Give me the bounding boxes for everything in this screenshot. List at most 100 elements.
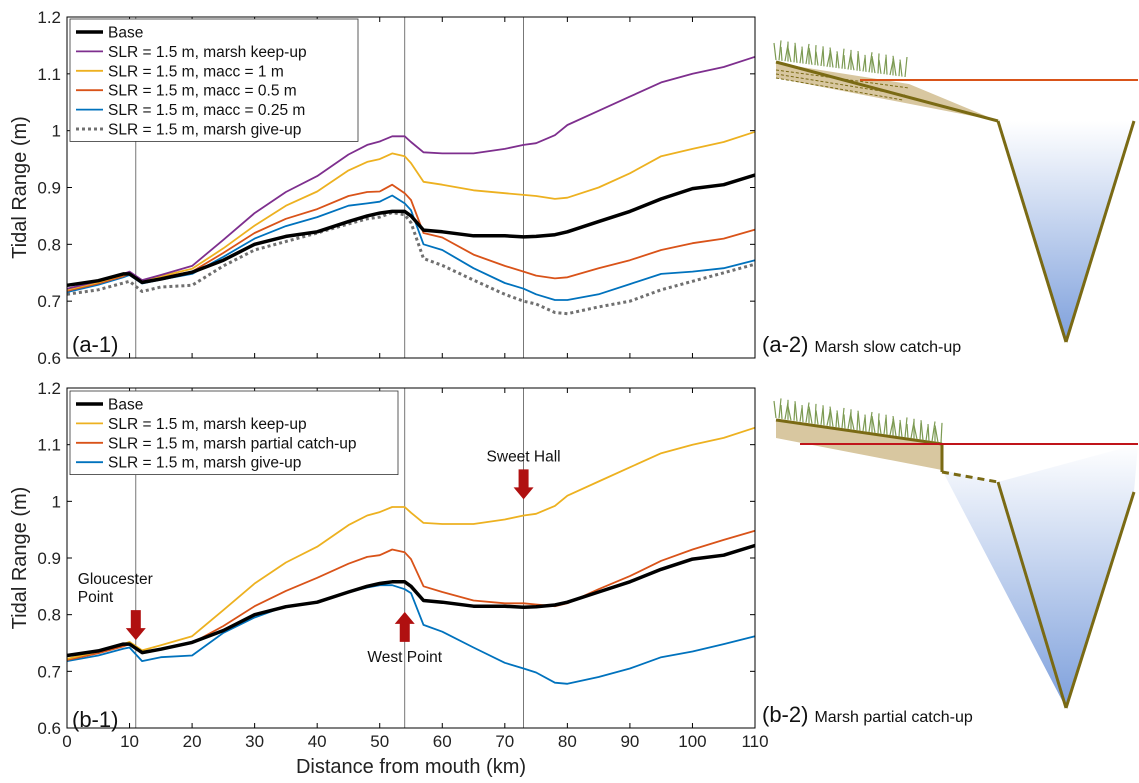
- marsh-platform: [775, 60, 999, 123]
- legend-entry: SLR = 1.5 m, marsh partial catch-up: [108, 435, 357, 452]
- x-tick-label: 90: [620, 732, 639, 751]
- grass-blade: [841, 48, 845, 69]
- grass-blade: [856, 413, 859, 431]
- grass-blade: [843, 55, 846, 70]
- x-tick-label: 110: [741, 732, 768, 751]
- annotation-text: Point: [78, 589, 114, 606]
- legend: Base SLR = 1.5 m, marsh keep-up SLR = 1.5 …: [69, 390, 399, 475]
- series-line-0: [66, 173, 756, 288]
- legend-entry: SLR = 1.5 m, marsh keep-up: [108, 416, 307, 433]
- grass-blade: [835, 412, 838, 428]
- y-axis-label: Tidal Range (m): [9, 116, 31, 259]
- grass-blade: [773, 400, 777, 419]
- grass-blade: [857, 51, 861, 72]
- grass-blade: [778, 398, 782, 419]
- y-tick-label: 1.2: [37, 379, 61, 398]
- legend-entry: SLR = 1.5 m, marsh give-up: [108, 455, 301, 472]
- grass-blade: [814, 45, 817, 66]
- channel-left-bank: [996, 481, 1068, 709]
- x-tick-label: 0: [62, 732, 71, 751]
- grass-blade: [799, 49, 803, 64]
- schematic-a2: (a-2) Marsh slow catch-up: [762, 40, 1138, 357]
- axes-frame: [66, 387, 756, 729]
- grass-blade: [843, 414, 846, 429]
- x-axis-label: Distance from mouth (km): [296, 756, 526, 778]
- grass-blade: [829, 406, 834, 427]
- channel-water: [998, 121, 1138, 342]
- grass-blade: [808, 406, 813, 424]
- panel-label: (b-1): [72, 707, 118, 732]
- grass-blade: [899, 59, 903, 77]
- grass-blade: [898, 62, 901, 77]
- x-tick-label: 70: [495, 732, 514, 751]
- series-line-3: [66, 584, 756, 685]
- series-line-0: [66, 543, 756, 658]
- y-tick-label: 0.6: [37, 349, 61, 368]
- legend-entry: SLR = 1.5 m, macc = 1 m: [108, 63, 284, 80]
- grass-blade: [814, 403, 817, 424]
- grass-blade: [801, 405, 804, 423]
- grass-blade: [805, 43, 810, 65]
- grass-blade: [871, 415, 876, 434]
- grass-blade: [868, 52, 873, 73]
- grass-blade: [877, 413, 880, 434]
- legend-entry: SLR = 1.5 m, macc = 0.25 m: [108, 102, 305, 119]
- y-tick-label: 0.7: [37, 292, 61, 311]
- grass-blade: [787, 47, 792, 63]
- grass-blade: [780, 46, 783, 61]
- grass-blade: [820, 48, 824, 67]
- y-tick-label: 0.8: [37, 235, 61, 254]
- y-tick-label: 0.6: [37, 719, 61, 738]
- axes-frame: [66, 16, 756, 359]
- grass-blade: [892, 415, 897, 437]
- marsh-grass: [773, 398, 943, 443]
- grass-blade: [805, 402, 810, 423]
- grass-blade: [773, 42, 777, 61]
- grass-blade: [925, 426, 929, 441]
- y-tick-label: 0.7: [37, 662, 61, 681]
- grass-blade: [934, 425, 939, 443]
- y-tick-label: 0.9: [37, 179, 61, 198]
- grass-blade: [877, 53, 880, 74]
- grass-blade: [927, 424, 930, 442]
- series-line-2: [66, 130, 756, 291]
- x-tick-label: 60: [433, 732, 452, 751]
- channel-right-bank: [1064, 491, 1136, 709]
- annotation-arrow-down: [513, 469, 534, 500]
- x-tick-label: 40: [308, 732, 327, 751]
- grass-blade: [864, 54, 867, 72]
- grass-blade: [836, 51, 840, 69]
- grass-blade: [822, 46, 825, 67]
- grass-blade: [871, 55, 876, 74]
- x-tick-label: 20: [183, 732, 202, 751]
- y-axis-label: Tidal Range (m): [9, 487, 31, 630]
- channel-right-bank: [1064, 120, 1136, 343]
- grass-blade: [841, 407, 845, 428]
- panel-b1-chart: 0.6 0.7 0.8 0.9 1 1.1 1.2 0 10 20 30 40 50 60 70 80 90 10…: [9, 379, 769, 751]
- grass-blade: [793, 403, 796, 421]
- annotation-arrow-down: [125, 610, 146, 641]
- grass-blade: [904, 417, 908, 438]
- y-tick-label: 1: [52, 492, 61, 511]
- schematic-b2: (b-2) Marsh partial catch-up: [762, 398, 1138, 727]
- panel-a1-chart: 0.6 0.7 0.8 0.9 1 1.1 1.2 Tidal Range (m) Base S…: [9, 8, 756, 368]
- legend: Base SLR = 1.5 m, marsh keep-up SLR = 1.5 …: [69, 18, 359, 142]
- grass-blade: [815, 51, 819, 66]
- grass-blade: [850, 415, 855, 430]
- annotation-text: West Point: [367, 649, 442, 666]
- legend-entry: SLR = 1.5 m, macc = 0.5 m: [108, 83, 297, 100]
- panel-label: (a-1): [72, 332, 118, 357]
- marsh-platform: [775, 418, 943, 446]
- x-tick-label: 80: [558, 732, 577, 751]
- grass-blade: [820, 407, 824, 425]
- series-line-5: [66, 211, 756, 316]
- x-tick-label: 30: [245, 732, 264, 751]
- grass-blade: [829, 47, 834, 68]
- grass-blade: [787, 406, 792, 421]
- grass-blade: [878, 419, 882, 434]
- grass-blade: [899, 419, 903, 438]
- grass-blade: [913, 425, 918, 440]
- grass-blade: [850, 56, 855, 71]
- schematic-label: (a-2) Marsh slow catch-up: [762, 332, 961, 357]
